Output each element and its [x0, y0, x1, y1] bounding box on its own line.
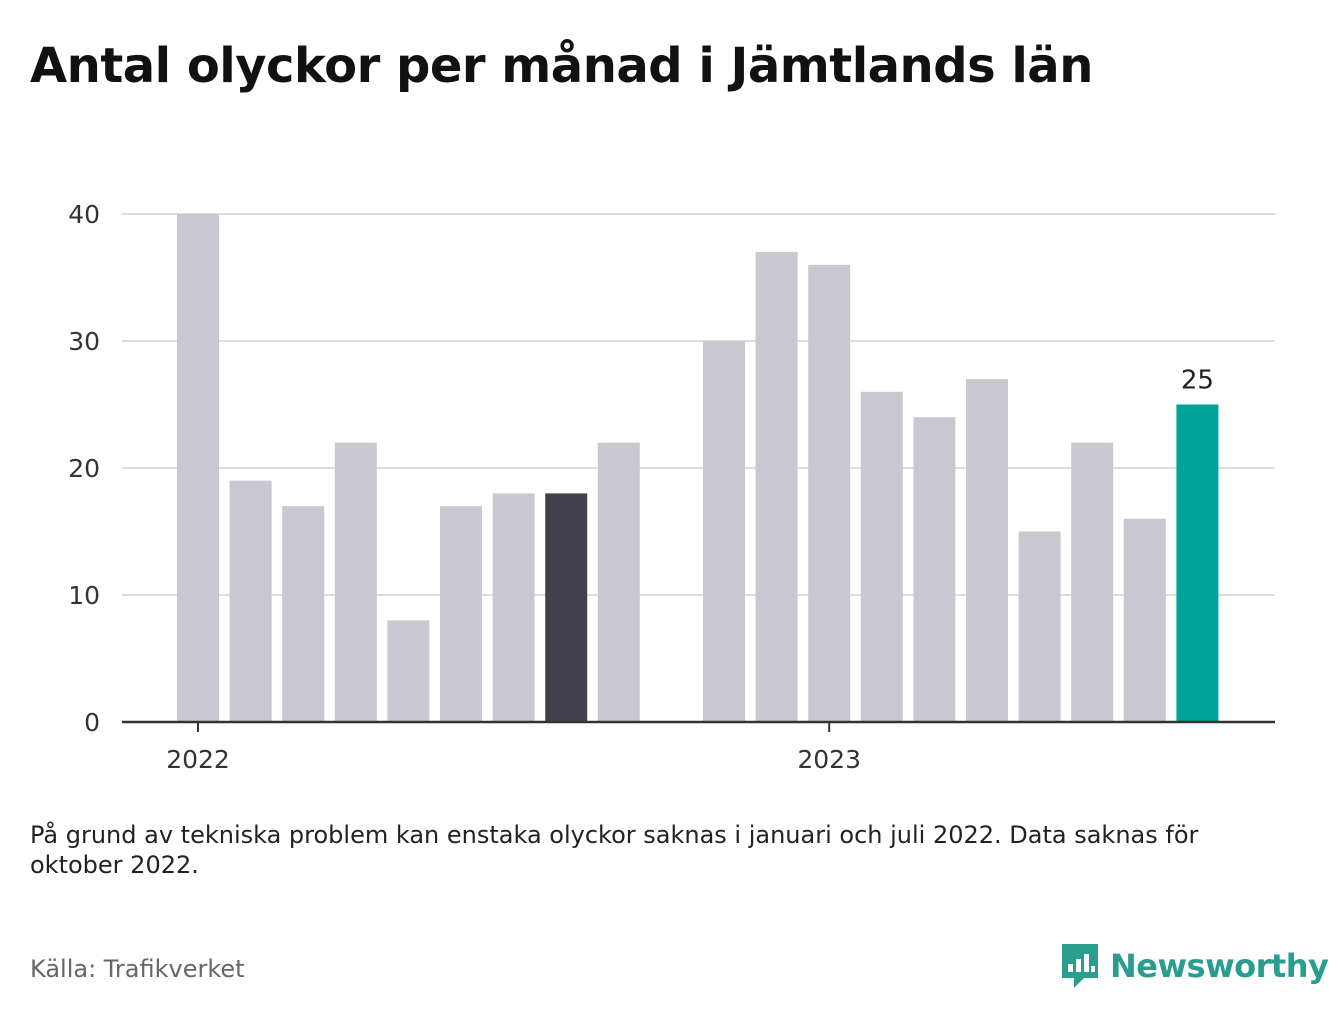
- x-tick-label: 2023: [797, 745, 861, 774]
- y-tick-label: 20: [68, 454, 100, 483]
- bar: [440, 506, 482, 722]
- bar: [860, 391, 903, 722]
- x-ticks: 2022 2023: [166, 722, 861, 774]
- y-tick-label: 0: [84, 708, 100, 737]
- bar: [1176, 404, 1219, 722]
- bars: [177, 214, 1219, 722]
- y-tick-labels: 0 10 20 30 40: [68, 200, 100, 737]
- bar: [387, 620, 430, 722]
- y-tick-label: 30: [68, 327, 100, 356]
- data-label: 25: [1181, 366, 1214, 396]
- newsworthy-logo-icon: [1062, 944, 1098, 988]
- bar: [913, 417, 956, 722]
- y-tick-label: 10: [68, 581, 100, 610]
- bar: [282, 506, 325, 722]
- brand-logo: Newsworthy: [1060, 942, 1329, 990]
- bar: [492, 493, 535, 722]
- bar: [703, 341, 745, 722]
- bar: [334, 442, 377, 722]
- bar: [545, 493, 588, 722]
- bar: [755, 252, 798, 722]
- chart-title: Antal olyckor per månad i Jämtlands län: [30, 38, 1093, 94]
- bar: [177, 214, 219, 722]
- bar: [808, 264, 851, 722]
- footnote: På grund av tekniska problem kan enstaka…: [30, 821, 1199, 879]
- data-labels: 25: [1181, 366, 1214, 396]
- source-text: Källa: Trafikverket: [30, 955, 245, 983]
- bar: [1018, 531, 1061, 722]
- bar: [1071, 442, 1114, 722]
- brand-name: Newsworthy: [1110, 947, 1329, 985]
- bar: [229, 480, 272, 722]
- bar: [966, 379, 1008, 722]
- bar-chart: 0 10 20 30 40 25 2022 2023: [68, 200, 1275, 774]
- bar: [1123, 518, 1166, 722]
- x-tick-label: 2022: [166, 745, 230, 774]
- y-tick-label: 40: [68, 200, 100, 229]
- bar: [597, 442, 640, 722]
